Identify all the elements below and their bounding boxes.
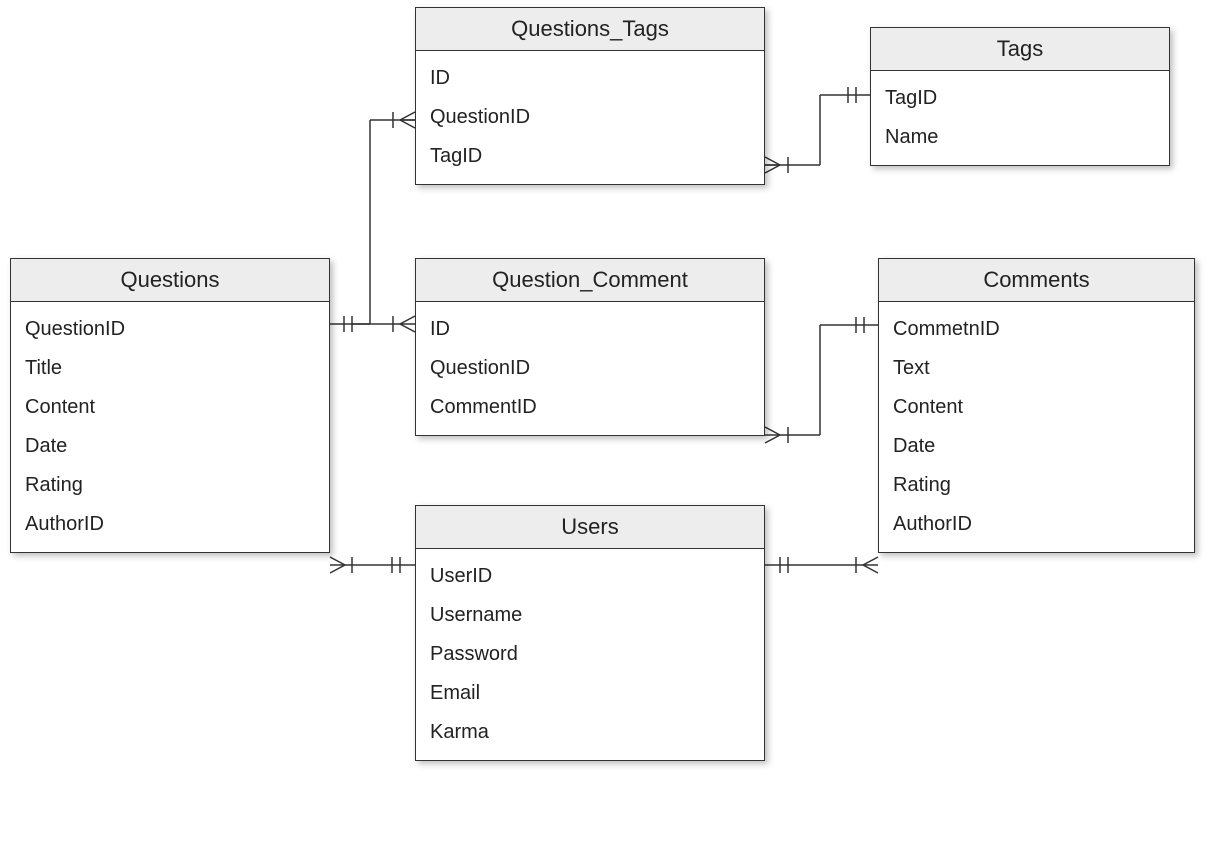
entity-questions: Questions QuestionID Title Content Date … xyxy=(10,258,330,553)
entity-fields: CommetnID Text Content Date Rating Autho… xyxy=(879,302,1194,552)
entity-field: Password xyxy=(416,635,764,674)
entity-title: Question_Comment xyxy=(416,259,764,302)
entity-fields: ID QuestionID TagID xyxy=(416,51,764,184)
entity-field: QuestionID xyxy=(11,310,329,349)
entity-field: Content xyxy=(879,388,1194,427)
entity-field: Date xyxy=(11,427,329,466)
entity-field: Date xyxy=(879,427,1194,466)
entity-fields: ID QuestionID CommentID xyxy=(416,302,764,435)
entity-questions-tags: Questions_Tags ID QuestionID TagID xyxy=(415,7,765,185)
entity-field: AuthorID xyxy=(879,505,1194,544)
er-diagram-canvas: Questions_Tags ID QuestionID TagID Tags … xyxy=(0,0,1226,862)
entity-field: AuthorID xyxy=(11,505,329,544)
entity-field: Content xyxy=(11,388,329,427)
entity-fields: TagID Name xyxy=(871,71,1169,165)
entity-field: Title xyxy=(11,349,329,388)
entity-field: TagID xyxy=(416,137,764,176)
entity-field: QuestionID xyxy=(416,349,764,388)
entity-field: Karma xyxy=(416,713,764,752)
entity-users: Users UserID Username Password Email Kar… xyxy=(415,505,765,761)
entity-title: Tags xyxy=(871,28,1169,71)
entity-title: Questions_Tags xyxy=(416,8,764,51)
entity-field: CommetnID xyxy=(879,310,1194,349)
entity-field: Rating xyxy=(11,466,329,505)
entity-field: ID xyxy=(416,310,764,349)
entity-title: Comments xyxy=(879,259,1194,302)
entity-field: Rating xyxy=(879,466,1194,505)
entity-field: Text xyxy=(879,349,1194,388)
entity-title: Questions xyxy=(11,259,329,302)
entity-tags: Tags TagID Name xyxy=(870,27,1170,166)
entity-field: Name xyxy=(871,118,1169,157)
entity-fields: UserID Username Password Email Karma xyxy=(416,549,764,760)
entity-fields: QuestionID Title Content Date Rating Aut… xyxy=(11,302,329,552)
entity-field: QuestionID xyxy=(416,98,764,137)
entity-field: Username xyxy=(416,596,764,635)
entity-field: ID xyxy=(416,59,764,98)
entity-title: Users xyxy=(416,506,764,549)
entity-field: TagID xyxy=(871,79,1169,118)
entity-field: UserID xyxy=(416,557,764,596)
entity-field: CommentID xyxy=(416,388,764,427)
entity-question-comment: Question_Comment ID QuestionID CommentID xyxy=(415,258,765,436)
entity-field: Email xyxy=(416,674,764,713)
entity-comments: Comments CommetnID Text Content Date Rat… xyxy=(878,258,1195,553)
